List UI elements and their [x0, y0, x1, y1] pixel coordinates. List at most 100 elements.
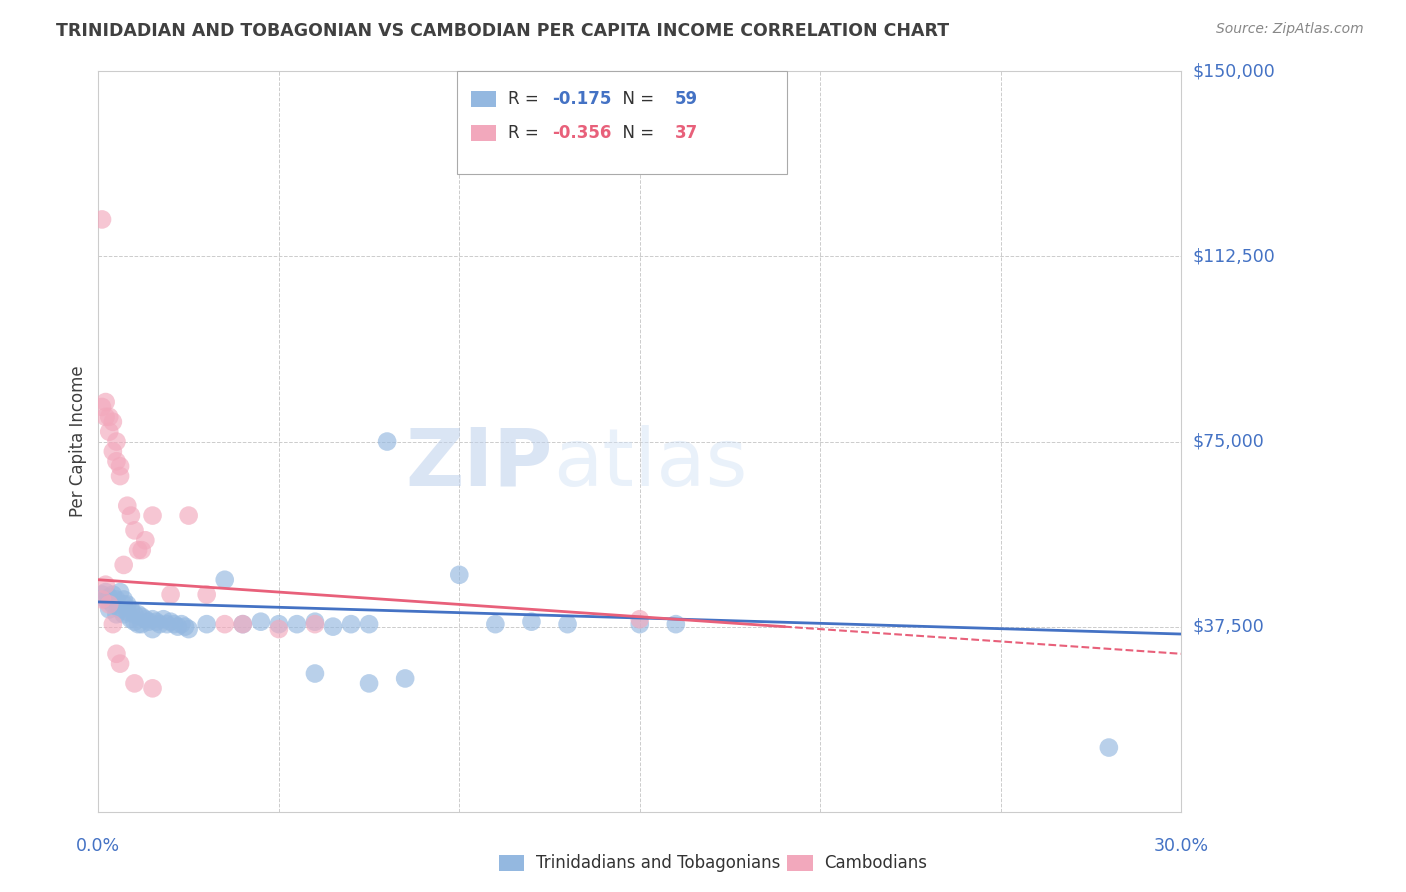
Point: [112, 607, 135, 622]
Point: [108, 602, 131, 616]
Point: [94, 585, 117, 599]
Point: [177, 622, 200, 636]
Point: [101, 588, 124, 602]
Text: 30.0%: 30.0%: [1153, 837, 1209, 855]
Text: 59: 59: [675, 90, 697, 108]
Point: [628, 612, 651, 626]
Point: [159, 615, 181, 629]
Text: -0.175: -0.175: [553, 90, 612, 108]
Point: [141, 508, 165, 523]
Point: [105, 607, 128, 622]
Text: Trinidadians and Tobagonians: Trinidadians and Tobagonians: [536, 855, 780, 872]
Point: [94, 409, 117, 424]
Point: [91, 592, 114, 607]
Point: [195, 588, 218, 602]
Point: [232, 617, 254, 632]
Point: [177, 508, 200, 523]
Point: [112, 598, 135, 612]
Point: [112, 592, 135, 607]
Point: [91, 212, 114, 227]
Text: R =: R =: [508, 124, 544, 142]
Point: [124, 615, 146, 629]
Point: [120, 602, 142, 616]
Point: [94, 395, 117, 409]
Point: [145, 615, 167, 629]
Point: [94, 577, 117, 591]
Point: [124, 524, 146, 538]
Point: [174, 619, 197, 633]
Point: [285, 617, 308, 632]
Point: [108, 459, 131, 474]
Point: [195, 617, 218, 632]
Point: [124, 607, 146, 622]
Point: [94, 592, 117, 607]
Point: [112, 558, 135, 572]
Point: [449, 567, 471, 582]
Point: [340, 617, 363, 632]
Point: [138, 615, 160, 629]
Point: [359, 676, 381, 690]
Point: [101, 444, 124, 458]
Point: [214, 573, 236, 587]
Y-axis label: Per Capita Income: Per Capita Income: [69, 366, 87, 517]
Point: [91, 400, 114, 414]
Text: atlas: atlas: [553, 425, 748, 503]
Text: ZIP: ZIP: [406, 425, 553, 503]
Point: [628, 617, 651, 632]
Point: [124, 676, 146, 690]
Point: [163, 617, 186, 632]
Point: [98, 590, 121, 604]
Point: [134, 533, 156, 548]
Point: [267, 622, 290, 636]
Text: $37,500: $37,500: [1192, 617, 1264, 636]
Point: [394, 672, 416, 686]
Point: [665, 617, 688, 632]
Point: [520, 615, 543, 629]
Text: N =: N =: [612, 90, 659, 108]
Point: [304, 615, 326, 629]
Point: [131, 617, 153, 632]
Point: [170, 617, 193, 632]
Point: [127, 543, 149, 558]
Point: [159, 588, 181, 602]
Point: [149, 617, 172, 632]
Point: [1098, 740, 1121, 755]
Point: [267, 617, 290, 632]
Point: [557, 617, 579, 632]
Point: [105, 592, 128, 607]
Point: [105, 647, 128, 661]
Point: [105, 434, 128, 449]
Point: [152, 612, 174, 626]
Point: [108, 469, 131, 483]
Point: [101, 617, 124, 632]
Text: 37: 37: [675, 124, 699, 142]
Point: [166, 619, 188, 633]
Point: [131, 543, 153, 558]
Point: [117, 499, 139, 513]
Point: [214, 617, 236, 632]
Text: Source: ZipAtlas.com: Source: ZipAtlas.com: [1216, 22, 1364, 37]
Text: -0.356: -0.356: [553, 124, 612, 142]
Point: [108, 657, 131, 671]
Point: [98, 602, 121, 616]
Point: [484, 617, 506, 632]
Point: [304, 617, 326, 632]
Text: N =: N =: [612, 124, 659, 142]
Point: [134, 612, 156, 626]
Point: [156, 617, 179, 632]
Point: [98, 598, 121, 612]
Point: [359, 617, 381, 632]
Point: [141, 622, 165, 636]
Point: [141, 612, 165, 626]
Text: Cambodians: Cambodians: [824, 855, 927, 872]
Point: [127, 617, 149, 632]
Point: [105, 454, 128, 468]
Text: $112,500: $112,500: [1192, 247, 1275, 266]
Point: [120, 508, 142, 523]
Text: R =: R =: [508, 90, 544, 108]
Text: $150,000: $150,000: [1192, 62, 1275, 80]
Point: [322, 619, 344, 633]
Point: [232, 617, 254, 632]
Point: [91, 588, 114, 602]
Text: 0.0%: 0.0%: [76, 837, 121, 855]
